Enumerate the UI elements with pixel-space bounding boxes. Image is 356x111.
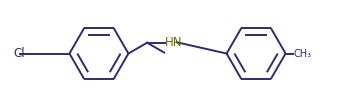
Text: CH₃: CH₃ bbox=[294, 49, 312, 58]
Text: HN: HN bbox=[165, 36, 183, 49]
Text: Cl: Cl bbox=[14, 47, 25, 60]
